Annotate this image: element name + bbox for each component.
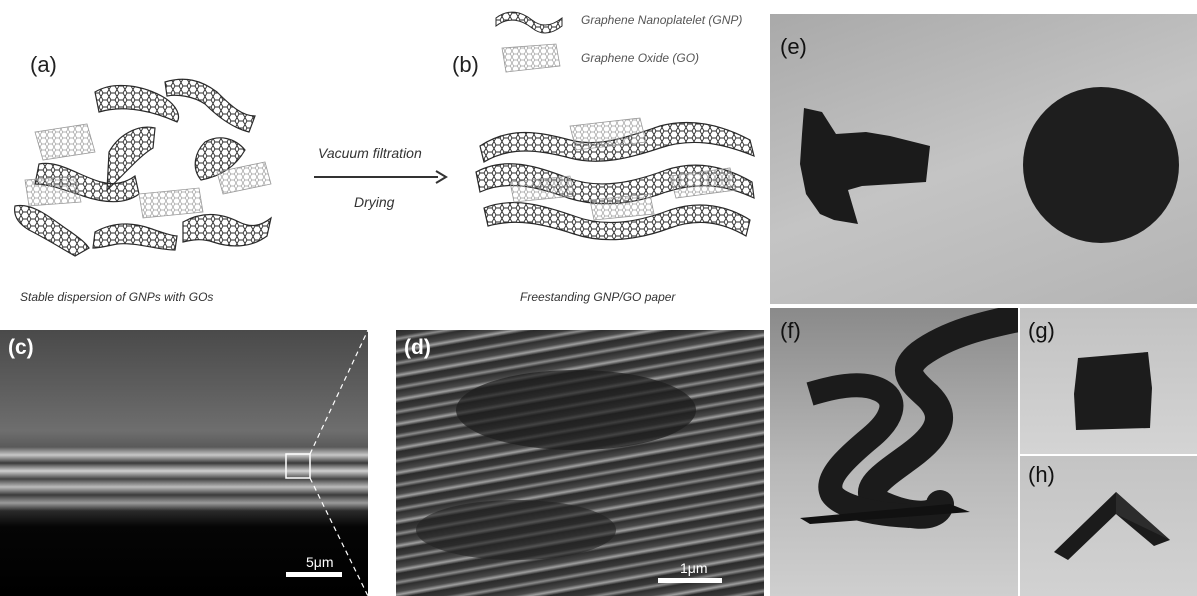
caption-dispersion: Stable dispersion of GNPs with GOs [20,290,214,304]
process-step-drying: Drying [354,194,395,210]
panel-label-g: (g) [1028,318,1055,343]
scale-bar-d-label: 1μm [680,560,708,576]
photo-g: (g) [1020,308,1197,454]
panel-label-h: (h) [1028,462,1055,487]
gnp-legend-icon [495,11,563,34]
bent-paper-image [800,308,1018,529]
dispersion-illustration [14,78,272,257]
paper-fragments-image [800,87,1179,243]
panel-label-d: (d) [404,336,431,359]
panel-label-e: (e) [780,34,807,59]
sem-image-c: (c) 5μm [0,330,368,596]
sem-image-d: (d) 1μm [396,330,764,596]
sem-c-inset-box [285,330,368,596]
photo-h: (h) [1020,456,1197,596]
process-arrow-icon [314,170,448,184]
scale-bar-c-label: 5μm [306,554,334,570]
panel-label-c: (c) [8,336,34,359]
tent-paper-image [1054,492,1170,560]
process-step-filtration: Vacuum filtration [318,145,422,161]
photo-e: (e) [770,14,1197,304]
panel-label-f: (f) [780,318,801,343]
folded-paper-image [1074,352,1152,430]
panel-label-a: (a) [30,52,57,77]
paper-illustration [475,117,755,241]
legend-gnp: Graphene Nanoplatelet (GNP) [581,13,743,27]
caption-paper: Freestanding GNP/GO paper [520,290,676,304]
photo-f: (f) [770,308,1018,596]
panel-label-b: (b) [452,52,479,77]
sem-d-scalebar [416,370,722,583]
go-legend-icon [501,43,561,73]
legend-go: Graphene Oxide (GO) [581,51,700,65]
